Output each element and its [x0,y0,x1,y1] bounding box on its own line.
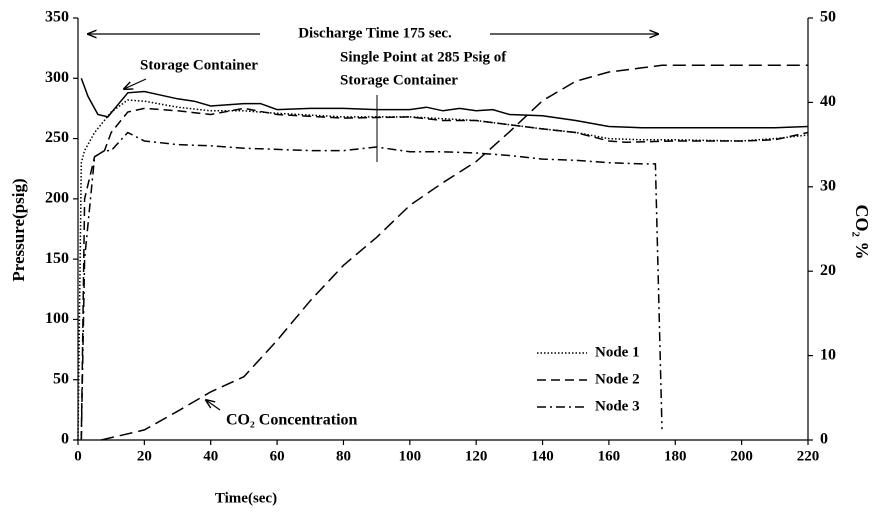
x-tick-label: 220 [797,448,820,464]
series-line [80,107,809,441]
y-tick-label: 0 [61,431,69,448]
x-tick-label: 120 [465,448,488,464]
annotation: Single Point at 285 Psig of [340,49,507,65]
annotation: Storage Container [140,57,258,73]
annotation: Discharge Time 175 sec. [298,25,452,41]
y-tick-label: 300 [45,69,69,86]
annotation: CO₂ Concentration [226,412,358,429]
annotation-arrow [206,400,221,411]
series-line [101,64,808,441]
x-tick-label: 200 [730,448,753,464]
annotation-bg [260,24,490,44]
y2-axis-label: CO₂ % [852,205,872,260]
y2-tick-label: 40 [820,93,836,110]
x-tick-label: 20 [137,448,152,464]
x-tick-label: 80 [336,448,351,464]
y-axis-label: Pressure(psig) [9,178,28,281]
y2-tick-label: 30 [820,177,836,194]
x-tick-label: 60 [270,448,285,464]
y2-tick-label: 0 [820,431,828,448]
legend-label: Node 3 [595,398,640,414]
y-tick-label: 250 [45,129,69,146]
y2-tick-label: 10 [820,346,836,363]
y2-tick-label: 50 [820,9,836,26]
y-tick-label: 100 [45,310,69,327]
y-tick-label: 350 [45,9,69,26]
y-tick-label: 150 [45,250,69,267]
x-tick-label: 180 [664,448,687,464]
series-line [80,131,663,441]
annotation: Storage Container [340,72,458,88]
y-tick-label: 200 [45,190,69,207]
x-tick-label: 160 [598,448,621,464]
x-axis-label: Time(sec) [215,490,277,506]
x-tick-label: 0 [74,448,82,464]
series-line [80,78,809,129]
x-tick-label: 100 [399,448,422,464]
x-tick-label: 140 [531,448,554,464]
y2-tick-label: 20 [820,262,836,279]
y-tick-label: 50 [53,370,69,387]
legend-label: Node 1 [595,344,640,360]
annotation-arrow [124,78,147,89]
x-tick-label: 40 [203,448,218,464]
legend-label: Node 2 [595,371,640,387]
series-line [77,99,809,441]
